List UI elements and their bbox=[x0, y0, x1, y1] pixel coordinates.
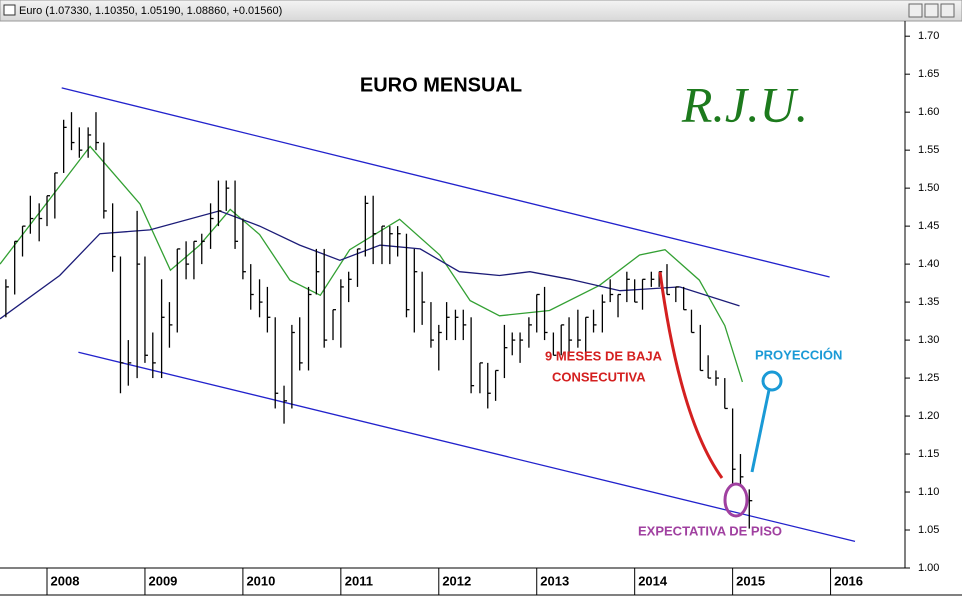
moving-average bbox=[0, 145, 744, 383]
x-tick-label: 2015 bbox=[736, 573, 765, 588]
channel-line bbox=[61, 87, 830, 278]
projection-circle bbox=[761, 370, 783, 392]
x-tick-label: 2014 bbox=[638, 573, 668, 588]
y-tick-label: 1.40 bbox=[918, 258, 939, 270]
maximize-button[interactable] bbox=[924, 3, 939, 18]
y-tick-label: 1.20 bbox=[918, 410, 939, 422]
projection-line bbox=[750, 389, 771, 473]
y-tick-label: 1.65 bbox=[918, 68, 939, 80]
close-button[interactable] bbox=[940, 3, 955, 18]
y-tick-label: 1.15 bbox=[918, 448, 939, 460]
x-tick-label: 2008 bbox=[51, 573, 80, 588]
window-icon bbox=[3, 4, 16, 16]
moving-average bbox=[0, 210, 740, 320]
decline-arrow bbox=[658, 271, 724, 479]
x-tick-label: 2013 bbox=[540, 573, 569, 588]
floor-circle bbox=[723, 482, 749, 518]
x-tick-label: 2012 bbox=[442, 573, 471, 588]
y-tick-label: 1.45 bbox=[918, 220, 939, 232]
y-tick-label: 1.70 bbox=[918, 30, 939, 42]
annotation: CONSECUTIVA bbox=[552, 369, 646, 384]
watermark: R.J.U. bbox=[681, 76, 808, 132]
y-tick-label: 1.30 bbox=[918, 334, 939, 346]
y-tick-label: 1.35 bbox=[918, 296, 939, 308]
y-tick-label: 1.25 bbox=[918, 372, 939, 384]
y-tick-label: 1.05 bbox=[918, 524, 939, 536]
x-tick-label: 2010 bbox=[246, 573, 275, 588]
x-tick-label: 2016 bbox=[834, 573, 863, 588]
minimize-button[interactable] bbox=[908, 3, 923, 18]
y-tick-label: 1.10 bbox=[918, 486, 939, 498]
channel-line bbox=[78, 351, 856, 543]
annotation: PROYECCIÓN bbox=[755, 347, 842, 362]
y-tick-label: 1.00 bbox=[918, 562, 939, 574]
x-tick-label: 2011 bbox=[345, 573, 373, 588]
y-tick-label: 1.50 bbox=[918, 182, 939, 194]
window-header bbox=[0, 0, 962, 22]
y-tick-label: 1.55 bbox=[918, 144, 939, 156]
x-tick-label: 2009 bbox=[148, 573, 177, 588]
y-tick-label: 1.60 bbox=[918, 106, 939, 118]
annotation: 9 MESES DE BAJA bbox=[545, 348, 663, 363]
plot-area bbox=[0, 87, 856, 543]
annotation: EXPECTATIVA DE PISO bbox=[638, 523, 782, 538]
chart-title: EURO MENSUAL bbox=[360, 74, 522, 96]
window-title: Euro (1.07330, 1.10350, 1.05190, 1.08860… bbox=[19, 5, 282, 17]
